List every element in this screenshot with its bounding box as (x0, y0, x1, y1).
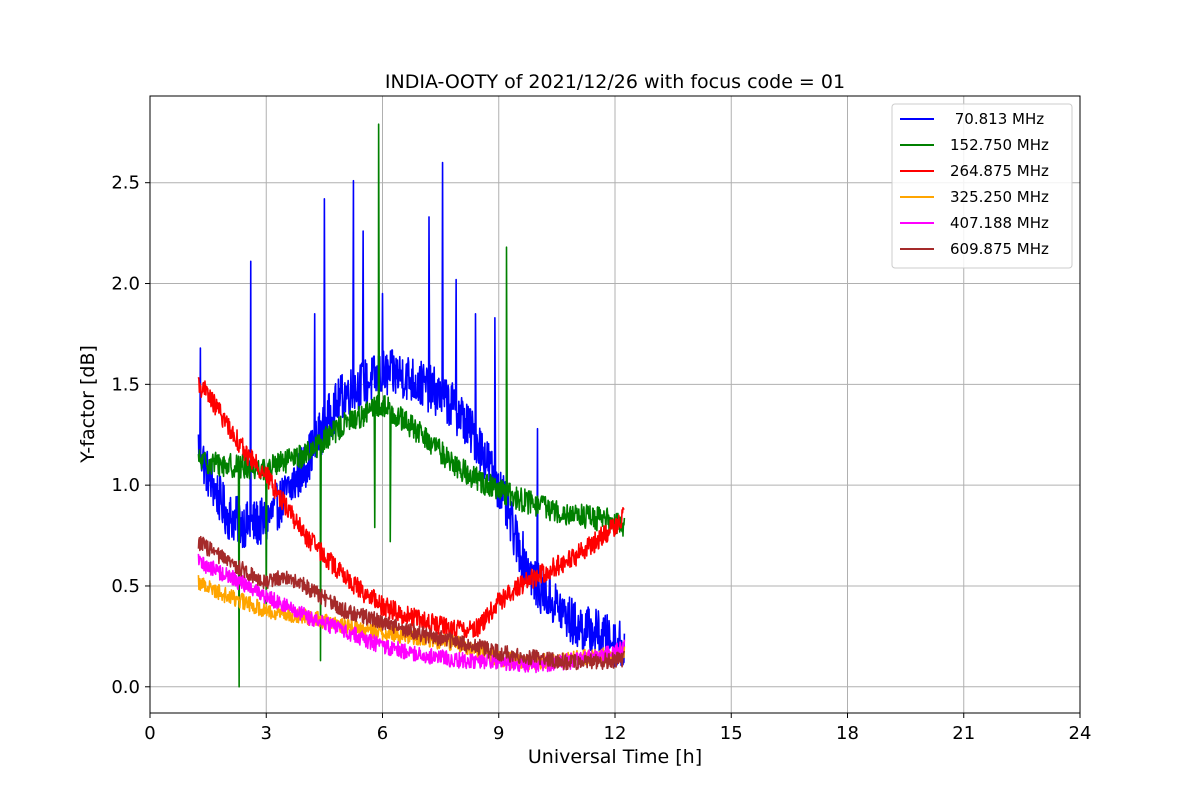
x-axis-label: Universal Time [h] (528, 746, 702, 768)
legend-label-3: 325.250 MHz (950, 188, 1049, 206)
legend-label-0: 70.813 MHz (950, 110, 1044, 128)
chart-title: INDIA-OOTY of 2021/12/26 with focus code… (385, 71, 845, 93)
y-tick-label: 0.5 (111, 576, 140, 597)
y-tick-label: 1.5 (111, 374, 140, 395)
legend-label-4: 407.188 MHz (950, 214, 1049, 232)
x-tick-label: 6 (377, 723, 388, 744)
legend: 70.813 MHz 152.750 MHz 264.875 MHz 325.250 … (891, 103, 1073, 269)
x-tick-label: 3 (261, 723, 272, 744)
x-tick-label: 21 (952, 723, 975, 744)
x-tick-label: 9 (493, 723, 504, 744)
series-line-5 (197, 535, 626, 671)
series-line-0 (197, 161, 626, 667)
x-tick-label: 0 (144, 723, 155, 744)
x-tick-label: 15 (720, 723, 743, 744)
series-line-1 (197, 123, 626, 688)
y-tick-label: 0.0 (111, 677, 140, 698)
series-line-2 (197, 377, 625, 640)
y-tick-label: 2.0 (111, 274, 140, 295)
y-axis-label: Y-factor [dB] (77, 345, 99, 464)
x-axis-ticks: 0 3 6 9 12 15 18 21 24 (144, 713, 1091, 744)
x-tick-label: 12 (604, 723, 627, 744)
legend-label-5: 609.875 MHz (950, 240, 1049, 258)
y-tick-label: 2.5 (111, 173, 140, 194)
legend-label-2: 264.875 MHz (950, 162, 1049, 180)
y-tick-label: 1.0 (111, 475, 140, 496)
y-axis-ticks: 0.0 0.5 1.0 1.5 2.0 2.5 (111, 173, 150, 698)
legend-box (891, 103, 1073, 269)
series-layer (197, 123, 626, 688)
legend-label-1: 152.750 MHz (950, 136, 1049, 154)
x-tick-label: 24 (1069, 723, 1092, 744)
x-tick-label: 18 (836, 723, 859, 744)
